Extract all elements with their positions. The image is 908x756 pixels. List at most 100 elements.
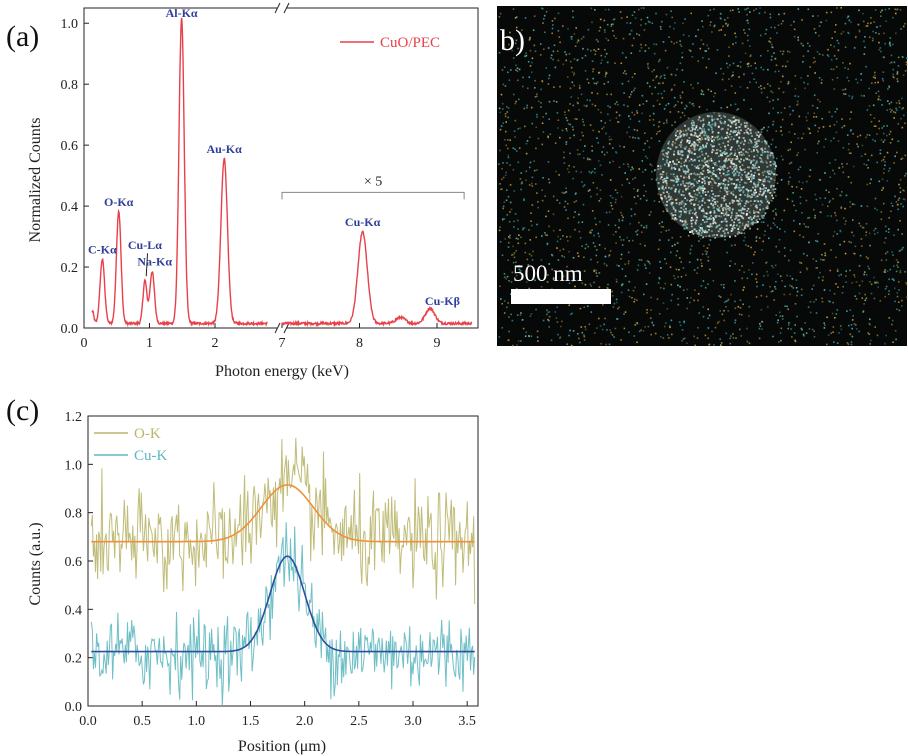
particle-dot: [748, 148, 751, 151]
particle-dot: [735, 216, 738, 219]
particle-dot: [676, 158, 679, 161]
map-dot: [658, 60, 660, 63]
map-dot: [823, 322, 825, 324]
map-dot: [762, 174, 765, 176]
particle-dot: [674, 177, 677, 180]
map-dot: [840, 7, 842, 9]
map-dot: [787, 149, 790, 152]
map-dot: [534, 279, 536, 282]
map-dot: [777, 319, 779, 321]
particle-dot: [687, 128, 690, 131]
particle-dot: [719, 169, 721, 171]
particle-dot: [714, 124, 717, 127]
map-dot: [849, 201, 851, 203]
particle-dot: [731, 228, 734, 231]
map-dot: [638, 168, 641, 170]
map-dot: [903, 190, 905, 192]
map-dot: [883, 56, 886, 59]
map-dot: [682, 22, 684, 25]
particle-dot: [740, 200, 743, 202]
particle-dot: [740, 232, 743, 235]
map-dot: [702, 315, 705, 318]
map-dot: [662, 337, 665, 339]
map-dot: [711, 187, 713, 189]
map-dot: [618, 114, 621, 117]
particle-dot: [752, 146, 755, 148]
map-dot: [837, 49, 840, 52]
particle-dot: [740, 158, 742, 161]
particle-dot: [724, 120, 726, 123]
map-dot: [543, 14, 546, 17]
particle-dot: [711, 199, 714, 202]
map-dot: [600, 62, 602, 64]
eds-spectrum-chart: 0.00.20.40.60.81.00 1 2 7 8 9 C-KαO-KαCu-LαNa…: [27, 2, 479, 380]
map-dot: [880, 160, 883, 162]
map-dot: [828, 300, 830, 302]
chart-legend: CuO/PEC: [340, 35, 440, 51]
map-dot: [770, 26, 773, 29]
map-dot: [641, 231, 643, 233]
map-dot: [584, 328, 587, 331]
particle-dot: [706, 142, 708, 145]
map-dot: [542, 22, 544, 24]
map-dot: [536, 336, 539, 338]
legend-label: CuO/PEC: [380, 35, 440, 51]
particle-dot: [698, 185, 701, 188]
map-dot: [590, 7, 593, 10]
particle-dot: [708, 217, 711, 219]
map-dot: [879, 152, 882, 155]
particle-dot: [707, 206, 710, 209]
map-dot: [519, 178, 522, 180]
map-dot: [589, 124, 592, 126]
map-dot: [788, 131, 791, 133]
map-dot: [588, 323, 591, 326]
map-dot: [905, 57, 908, 59]
map-dot: [841, 126, 844, 129]
particle-dot: [702, 165, 705, 167]
particle-dot: [716, 208, 718, 210]
map-dot: [548, 74, 551, 77]
map-dot: [894, 195, 896, 198]
map-dot: [565, 143, 568, 145]
map-dot: [700, 39, 703, 41]
map-dot: [612, 295, 614, 297]
map-dot: [778, 341, 780, 343]
map-dot: [845, 220, 847, 222]
map-dot: [743, 239, 745, 242]
map-dot: [525, 54, 528, 57]
particle-dot: [756, 221, 759, 223]
particle-dot: [700, 147, 703, 150]
particle-dot: [691, 119, 694, 122]
map-dot: [787, 82, 790, 85]
particle-dot: [723, 165, 726, 168]
map-dot: [774, 286, 776, 288]
particle-dot: [698, 134, 701, 137]
particle-dot: [702, 229, 704, 232]
map-dot: [899, 191, 902, 193]
x-axis-title: Position (μm): [238, 738, 326, 755]
map-dot: [700, 285, 703, 287]
map-dot: [724, 34, 726, 36]
map-dot: [569, 60, 572, 63]
map-dot: [874, 326, 876, 328]
map-dot: [851, 95, 854, 98]
particle-dot: [714, 175, 717, 177]
map-dot: [629, 136, 631, 138]
particle-dot: [727, 154, 730, 157]
map-dot: [730, 335, 732, 337]
particle-dot: [729, 207, 731, 209]
map-dot: [685, 146, 688, 148]
particle-dot: [684, 220, 687, 223]
map-dot: [604, 75, 607, 78]
map-dot: [634, 298, 636, 301]
map-dot: [739, 328, 741, 331]
map-dot: [655, 179, 658, 181]
map-dot: [797, 36, 799, 39]
particle-dot: [734, 218, 737, 220]
map-dot: [545, 10, 548, 13]
map-dot: [503, 273, 506, 275]
map-dot: [764, 213, 766, 215]
map-dot: [565, 117, 568, 119]
map-dot: [880, 50, 882, 53]
map-dot: [839, 325, 842, 327]
